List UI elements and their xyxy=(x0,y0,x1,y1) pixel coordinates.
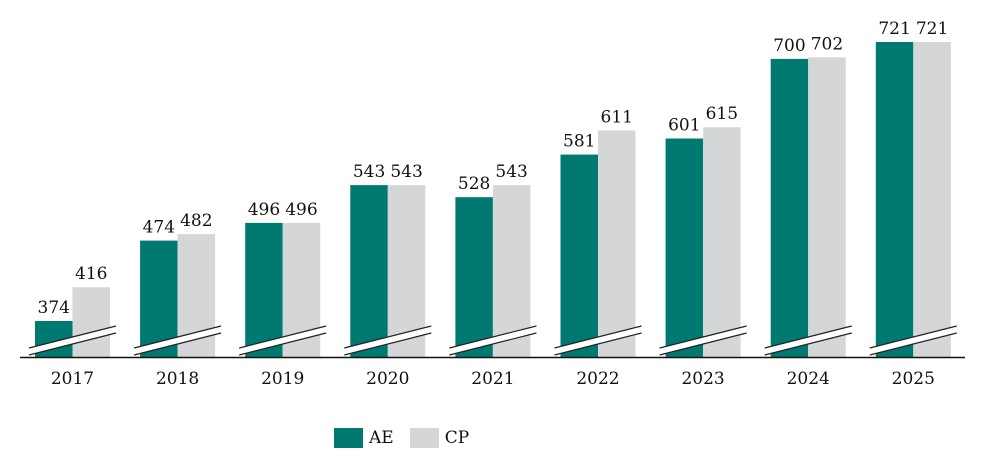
legend-label-cp: CP xyxy=(444,428,470,448)
legend-item-ae: AE xyxy=(334,428,394,448)
axis-break-line-bottom-2022 xyxy=(554,332,642,356)
axis-break-band-2025 xyxy=(869,326,957,355)
data-label-ae-2021: 528 xyxy=(458,174,490,194)
axis-break-line-bottom-2018 xyxy=(133,332,222,356)
axis-break-line-bottom-2023 xyxy=(659,332,747,356)
axis-break-line-bottom-2021 xyxy=(449,332,537,356)
axis-break-band-2021 xyxy=(449,326,537,355)
x-tick-label-2020: 2020 xyxy=(366,369,409,389)
legend-swatch-ae xyxy=(334,428,363,448)
data-label-cp-2018: 482 xyxy=(180,211,212,231)
x-tick-label-2023: 2023 xyxy=(681,369,724,389)
x-tick-label-2021: 2021 xyxy=(471,369,514,389)
legend-swatch-cp xyxy=(409,428,439,448)
bar-cp-2022 xyxy=(598,130,636,357)
data-label-cp-2017: 416 xyxy=(75,264,107,284)
bar-ae-2022 xyxy=(560,154,598,357)
axis-break-line-top-2017 xyxy=(28,325,117,349)
data-label-cp-2025: 721 xyxy=(916,19,948,39)
data-label-cp-2024: 702 xyxy=(811,34,843,54)
x-tick-label-2024: 2024 xyxy=(787,369,830,389)
data-label-cp-2019: 496 xyxy=(285,200,317,220)
axis-break-band-2022 xyxy=(554,326,642,355)
data-label-cp-2021: 543 xyxy=(495,162,527,182)
bar-ae-2023 xyxy=(665,138,704,357)
bar-ae-2018 xyxy=(140,240,178,357)
x-tick-label-2025: 2025 xyxy=(892,369,935,389)
x-tick-label-2017: 2017 xyxy=(51,369,94,389)
x-tick-label-2019: 2019 xyxy=(261,369,304,389)
legend-item-cp: CP xyxy=(409,428,470,448)
data-label-cp-2022: 611 xyxy=(601,107,633,127)
axis-break-line-top-2019 xyxy=(239,325,327,349)
axis-break-line-bottom-2017 xyxy=(28,332,117,356)
axis-break-line-bottom-2020 xyxy=(344,332,432,356)
bar-ae-2020 xyxy=(350,185,388,357)
data-label-ae-2025: 721 xyxy=(878,19,910,39)
bar-cp-2020 xyxy=(387,185,426,357)
axis-break-band-2017 xyxy=(29,326,116,355)
axis-break-line-top-2022 xyxy=(554,325,642,349)
bar-cp-2025 xyxy=(913,42,951,358)
bar-cp-2024 xyxy=(808,57,846,358)
axis-break-line-top-2021 xyxy=(449,325,537,349)
bar-cp-2023 xyxy=(703,127,741,358)
bar-ae-2024 xyxy=(770,58,809,358)
axis-break-line-top-2024 xyxy=(764,325,852,349)
bar-ae-2021 xyxy=(455,197,493,357)
x-tick-label-2018: 2018 xyxy=(156,369,199,389)
x-tick-label-2022: 2022 xyxy=(576,369,619,389)
bar-cp-2017 xyxy=(72,287,110,357)
axis-break-line-top-2025 xyxy=(869,325,957,349)
data-label-ae-2022: 581 xyxy=(563,132,595,152)
axis-break-band-2020 xyxy=(344,326,432,355)
bar-ae-2025 xyxy=(875,42,914,358)
axis-break-line-bottom-2024 xyxy=(764,332,852,356)
bar-ae-2019 xyxy=(245,222,283,357)
bar-cp-2021 xyxy=(492,185,531,357)
data-label-cp-2023: 615 xyxy=(706,104,738,124)
axis-break-line-top-2018 xyxy=(133,325,222,349)
axis-break-band-2023 xyxy=(659,326,747,355)
axis-break-line-top-2020 xyxy=(344,325,432,349)
data-label-ae-2018: 474 xyxy=(143,218,175,238)
axis-break-line-bottom-2019 xyxy=(239,332,327,356)
axis-break-band-2018 xyxy=(134,326,222,355)
axis-break-band-2019 xyxy=(239,326,327,355)
legend: AE CP xyxy=(334,428,485,448)
legend-label-ae: AE xyxy=(369,428,394,448)
data-label-ae-2019: 496 xyxy=(248,200,280,220)
axis-break-band-2024 xyxy=(764,326,852,355)
axis-break-line-top-2023 xyxy=(659,325,747,349)
axis-break-line-bottom-2025 xyxy=(869,332,957,356)
data-label-ae-2023: 601 xyxy=(668,115,700,135)
data-label-ae-2024: 700 xyxy=(773,36,805,56)
data-label-ae-2017: 374 xyxy=(38,298,70,318)
data-label-cp-2020: 543 xyxy=(390,162,422,182)
data-label-ae-2020: 543 xyxy=(353,162,385,182)
